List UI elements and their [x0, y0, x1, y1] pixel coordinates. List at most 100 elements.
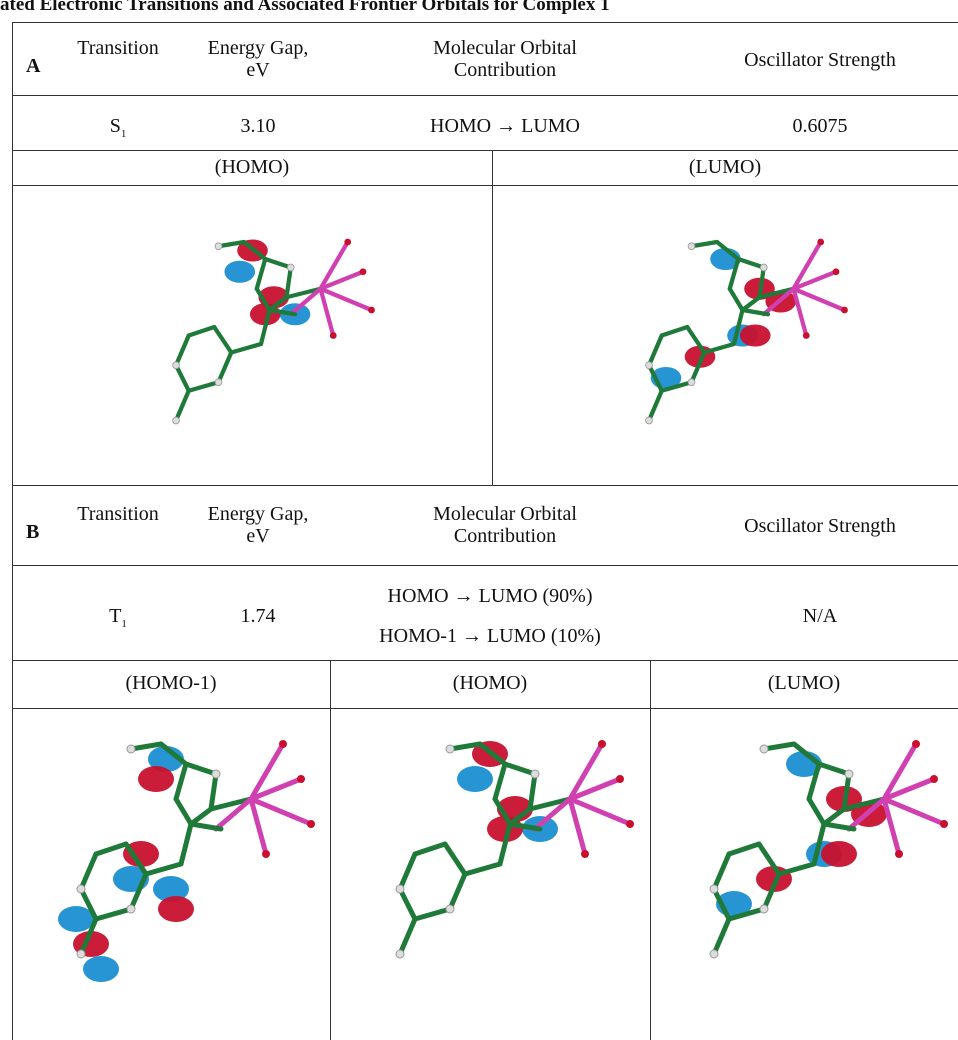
atom — [77, 885, 85, 893]
orbital-image — [340, 704, 640, 1004]
column-header: Contribution — [454, 525, 556, 547]
bond — [415, 909, 450, 919]
orbital-label: (LUMO) — [689, 156, 761, 178]
bond — [415, 844, 445, 854]
bond — [186, 764, 216, 774]
atom — [616, 775, 624, 783]
oscillator-strength: N/A — [803, 605, 837, 627]
transition: T1 — [109, 605, 127, 635]
atom — [279, 740, 287, 748]
rule — [12, 708, 958, 709]
rule — [12, 22, 13, 1040]
atom — [307, 820, 315, 828]
bond — [214, 327, 231, 353]
bond — [570, 799, 585, 854]
bond — [251, 799, 266, 854]
atom — [368, 306, 375, 313]
bond — [714, 854, 729, 889]
atom — [760, 264, 767, 271]
atom — [688, 378, 695, 385]
bond — [661, 327, 687, 336]
atom — [172, 361, 179, 368]
rule — [650, 660, 651, 1040]
atom — [127, 905, 135, 913]
orbital-lobe — [821, 841, 857, 867]
page: ated Electronic Transitions and Associat… — [0, 0, 958, 1030]
atom — [912, 740, 920, 748]
column-header: Energy Gap, — [208, 503, 309, 525]
rule — [12, 185, 958, 186]
bond — [251, 799, 311, 824]
bond — [286, 267, 290, 297]
atom — [396, 950, 404, 958]
column-header: Transition — [77, 37, 159, 59]
rule — [492, 150, 493, 485]
atom — [710, 950, 718, 958]
orbital-lobe — [224, 260, 255, 282]
rule — [12, 95, 958, 96]
orbital-image — [125, 208, 380, 463]
atom — [802, 332, 809, 339]
orbital-lobe — [739, 324, 770, 346]
rule — [12, 565, 958, 566]
section-label: A — [26, 55, 40, 77]
orbital-lobe — [58, 906, 94, 932]
transition-symbol: T — [109, 605, 121, 627]
bond — [793, 288, 844, 309]
bond — [691, 242, 717, 246]
rule — [330, 660, 331, 1040]
bond — [400, 854, 415, 889]
orbital-lobe — [83, 956, 119, 982]
column-header: Molecular Orbital — [433, 503, 577, 525]
rule — [12, 660, 958, 661]
column-header: eV — [246, 525, 269, 547]
atom — [832, 268, 839, 275]
transition-symbol: S — [110, 115, 121, 137]
atom — [531, 770, 539, 778]
atom — [127, 745, 135, 753]
bond — [400, 889, 415, 919]
bond — [729, 844, 759, 854]
atom — [297, 775, 305, 783]
contribution: HOMO → LUMO (90%) — [388, 585, 593, 607]
bond — [176, 764, 186, 799]
rule — [12, 485, 958, 486]
bond — [188, 327, 214, 336]
atom — [262, 850, 270, 858]
orbital-label: (HOMO) — [215, 156, 289, 178]
orbital-image — [598, 208, 853, 463]
atom — [930, 775, 938, 783]
bond — [96, 844, 126, 854]
atom — [212, 770, 220, 778]
bond — [824, 824, 854, 829]
atom — [344, 238, 351, 245]
energy-gap: 3.10 — [241, 115, 276, 137]
bond — [191, 824, 221, 829]
energy-gap: 1.74 — [241, 605, 276, 627]
orbital-lobe — [138, 766, 174, 792]
bond — [793, 288, 806, 335]
atom — [215, 378, 222, 385]
transition-subscript: 1 — [121, 128, 127, 140]
bond — [530, 774, 535, 809]
bond — [809, 799, 824, 824]
column-header: Molecular Orbital — [433, 37, 577, 59]
atom — [329, 332, 336, 339]
atom — [446, 905, 454, 913]
atom — [760, 745, 768, 753]
orbital-lobe — [457, 766, 493, 792]
column-header: Contribution — [454, 59, 556, 81]
bond — [738, 259, 764, 268]
table-title: ated Electronic Transitions and Associat… — [0, 0, 610, 16]
column-header: Transition — [77, 503, 159, 525]
bond — [884, 799, 899, 854]
bond — [495, 764, 505, 799]
atom — [626, 820, 634, 828]
bond — [265, 259, 291, 268]
atom — [215, 242, 222, 249]
section-label: B — [26, 521, 39, 543]
column-header: eV — [246, 59, 269, 81]
atom — [940, 820, 948, 828]
bond — [445, 844, 465, 874]
bond — [819, 764, 849, 774]
